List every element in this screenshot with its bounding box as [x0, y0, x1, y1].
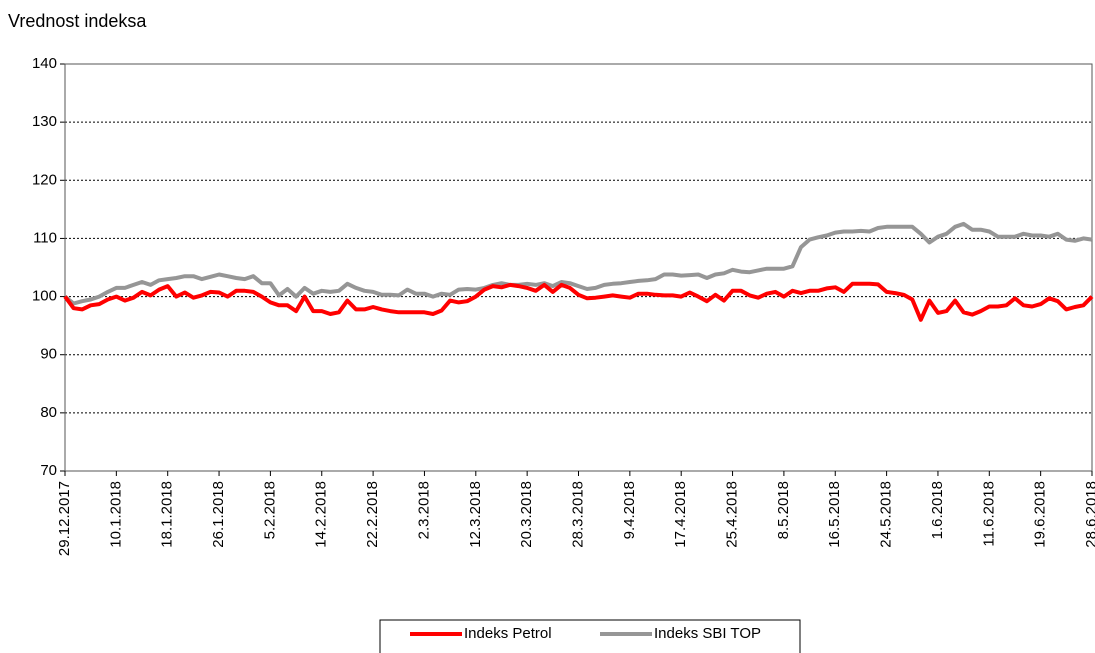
y-tick-label: 90 [40, 346, 57, 363]
x-tick-label: 16.5.2018 [826, 481, 843, 548]
x-tick-label: 29.12.2017 [56, 481, 73, 556]
y-tick-label: 100 [32, 288, 57, 305]
x-tick-label: 28.3.2018 [569, 481, 586, 548]
x-tick-label: 20.3.2018 [518, 481, 535, 548]
y-tick-label: 140 [32, 55, 57, 72]
legend-label: Indeks Petrol [464, 625, 552, 642]
y-tick-label: 110 [33, 229, 57, 246]
x-tick-label: 10.1.2018 [107, 481, 124, 548]
x-tick-label: 18.1.2018 [159, 481, 176, 548]
series-line [63, 221, 1093, 306]
x-tick-label: 8.5.2018 [775, 481, 792, 539]
x-tick-label: 22.2.2018 [364, 481, 381, 548]
x-tick-label: 5.2.2018 [261, 481, 278, 539]
x-tick-label: 24.5.2018 [878, 481, 895, 548]
y-tick-label: 80 [40, 404, 57, 421]
plot-frame [64, 63, 1093, 472]
chart-title: Vrednost indeksa [8, 11, 147, 31]
x-tick-label: 25.4.2018 [724, 481, 741, 548]
x-tick-label: 2.3.2018 [415, 481, 432, 539]
x-tick-label: 17.4.2018 [672, 481, 689, 548]
legend-box [379, 619, 801, 653]
series-line [63, 281, 1094, 322]
x-tick-label: 1.6.2018 [929, 481, 946, 539]
y-tick-label: 120 [32, 171, 57, 188]
x-tick-label: 26.1.2018 [210, 481, 227, 548]
x-tick-label: 14.2.2018 [313, 481, 330, 548]
x-tick-label: 19.6.2018 [1032, 481, 1049, 548]
y-tick-label: 130 [32, 113, 57, 130]
x-tick-label: 12.3.2018 [467, 481, 484, 548]
x-tick-label: 11.6.2018 [980, 481, 997, 547]
x-tick-label: 28.6.2018 [1083, 481, 1095, 548]
y-tick-label: 70 [40, 462, 57, 479]
legend-label: Indeks SBI TOP [654, 625, 761, 642]
x-tick-label: 9.4.2018 [621, 481, 638, 539]
